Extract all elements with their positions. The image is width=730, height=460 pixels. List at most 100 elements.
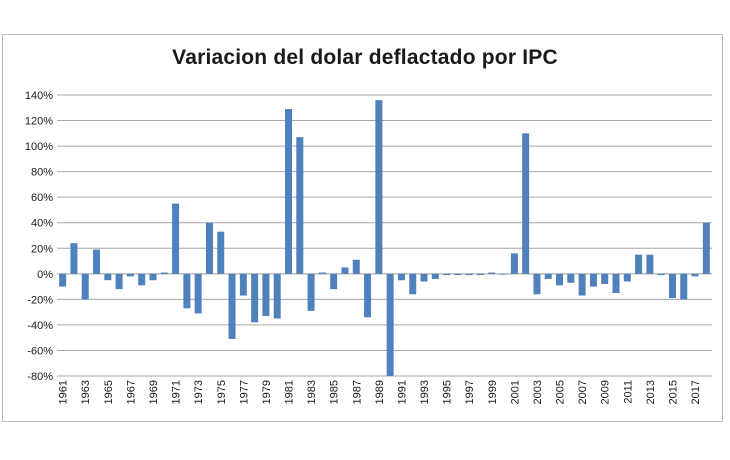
bar-2008 [589,273,597,287]
bar-2017 [691,273,699,277]
bar-2014 [657,273,665,276]
bar-1996 [454,273,462,276]
x-tick-label: 2011 [622,380,634,404]
x-tick-label: 2007 [577,380,589,404]
x-tick-label: 2015 [667,380,679,404]
x-tick-label: 1981 [284,380,296,404]
bar-1968 [138,273,146,286]
x-tick-label: 1993 [419,380,431,404]
bar-2006 [567,273,575,283]
bar-1990 [386,273,394,376]
x-tick-label: 1965 [103,380,115,404]
x-tick-label: 1977 [238,380,250,404]
bar-1962 [70,243,78,274]
x-tick-label: 1961 [58,380,70,404]
bar-2002 [522,133,530,274]
x-tick-label: 1969 [148,380,160,404]
bar-1972 [183,273,191,309]
x-tick-label: 2005 [555,380,567,404]
bar-1967 [126,273,134,277]
bar-1961 [59,273,67,287]
x-tick-label: 1987 [351,380,363,404]
bar-1974 [205,222,213,274]
bar-1970 [160,272,168,274]
x-tick-label: 1967 [125,380,137,404]
x-axis-ticks: 1961 1963 1965 1967 1969 1971 1973 1975 1977 1979… [58,380,702,404]
y-tick-label: 60% [31,192,53,204]
bar-1998 [476,273,484,276]
y-tick-label: -60% [27,345,53,357]
y-tick-label: 140% [25,90,53,102]
bar-2000 [499,273,507,275]
bar-2018 [702,222,710,274]
y-tick-label: 120% [25,116,53,128]
bar-1963 [81,273,89,300]
bar-2005 [556,273,564,286]
bar-2010 [612,273,620,293]
y-axis-ticks: 140% 120% 100% 80% 60% 40% 20% 0% -20% -40% -60% -8… [25,90,53,383]
bar-1981 [285,109,293,274]
chart-title: Variacion del dolar deflactado por IPC [172,46,558,69]
x-tick-label: 1991 [396,380,408,404]
y-tick-label: -20% [27,294,53,306]
bar-1979 [262,273,270,316]
bars [59,100,710,376]
x-tick-label: 2009 [600,380,612,404]
bar-1978 [251,273,259,323]
bar-2015 [668,273,676,299]
bar-1992 [409,273,417,295]
y-tick-label: 20% [31,243,53,255]
bar-1983 [307,273,315,311]
bar-1993 [420,273,428,282]
x-tick-label: 1989 [374,380,386,404]
bar-1997 [465,273,473,276]
bar-1988 [364,273,372,318]
bar-1971 [172,203,180,274]
x-tick-label: 1973 [193,380,205,404]
x-tick-label: 1985 [329,380,341,404]
bar-2007 [578,273,586,296]
y-tick-label: -40% [27,320,53,332]
bar-1982 [296,137,304,274]
bar-1977 [239,273,247,296]
x-tick-label: 1975 [216,380,228,404]
bar-1987 [352,259,360,274]
bar-2016 [680,273,688,300]
bar-1980 [273,273,281,319]
bar-2003 [533,273,541,295]
y-tick-label: 100% [25,141,53,153]
bar-1973 [194,273,202,314]
bar-1976 [228,273,236,339]
y-tick-label: 40% [31,218,53,230]
x-tick-label: 2001 [509,380,521,404]
bar-1991 [397,273,405,281]
bar-1999 [488,272,496,274]
x-tick-label: 1963 [80,380,92,404]
x-tick-label: 2013 [645,380,657,404]
bar-2001 [510,253,518,274]
bar-1986 [341,267,349,274]
bar-2009 [601,273,609,285]
y-tick-label: 80% [31,167,53,179]
bar-1985 [330,273,338,290]
bar-1995 [443,273,451,276]
x-tick-label: 1979 [261,380,273,404]
bar-2011 [623,273,631,282]
x-tick-label: 1999 [487,380,499,404]
bar-1964 [93,249,101,274]
chart-frame [2,34,723,422]
bar-1965 [104,273,112,281]
bar-1966 [115,273,123,290]
bar-2004 [544,273,552,279]
bar-2012 [635,254,643,274]
bar-2013 [646,254,654,274]
x-tick-label: 1983 [306,380,318,404]
gridlines [57,94,712,377]
bar-1989 [375,100,383,274]
y-tick-label: 0% [37,269,53,281]
y-tick-label: -80% [27,371,53,383]
bar-1969 [149,273,157,281]
x-tick-label: 1997 [464,380,476,404]
x-tick-label: 2017 [690,380,702,404]
